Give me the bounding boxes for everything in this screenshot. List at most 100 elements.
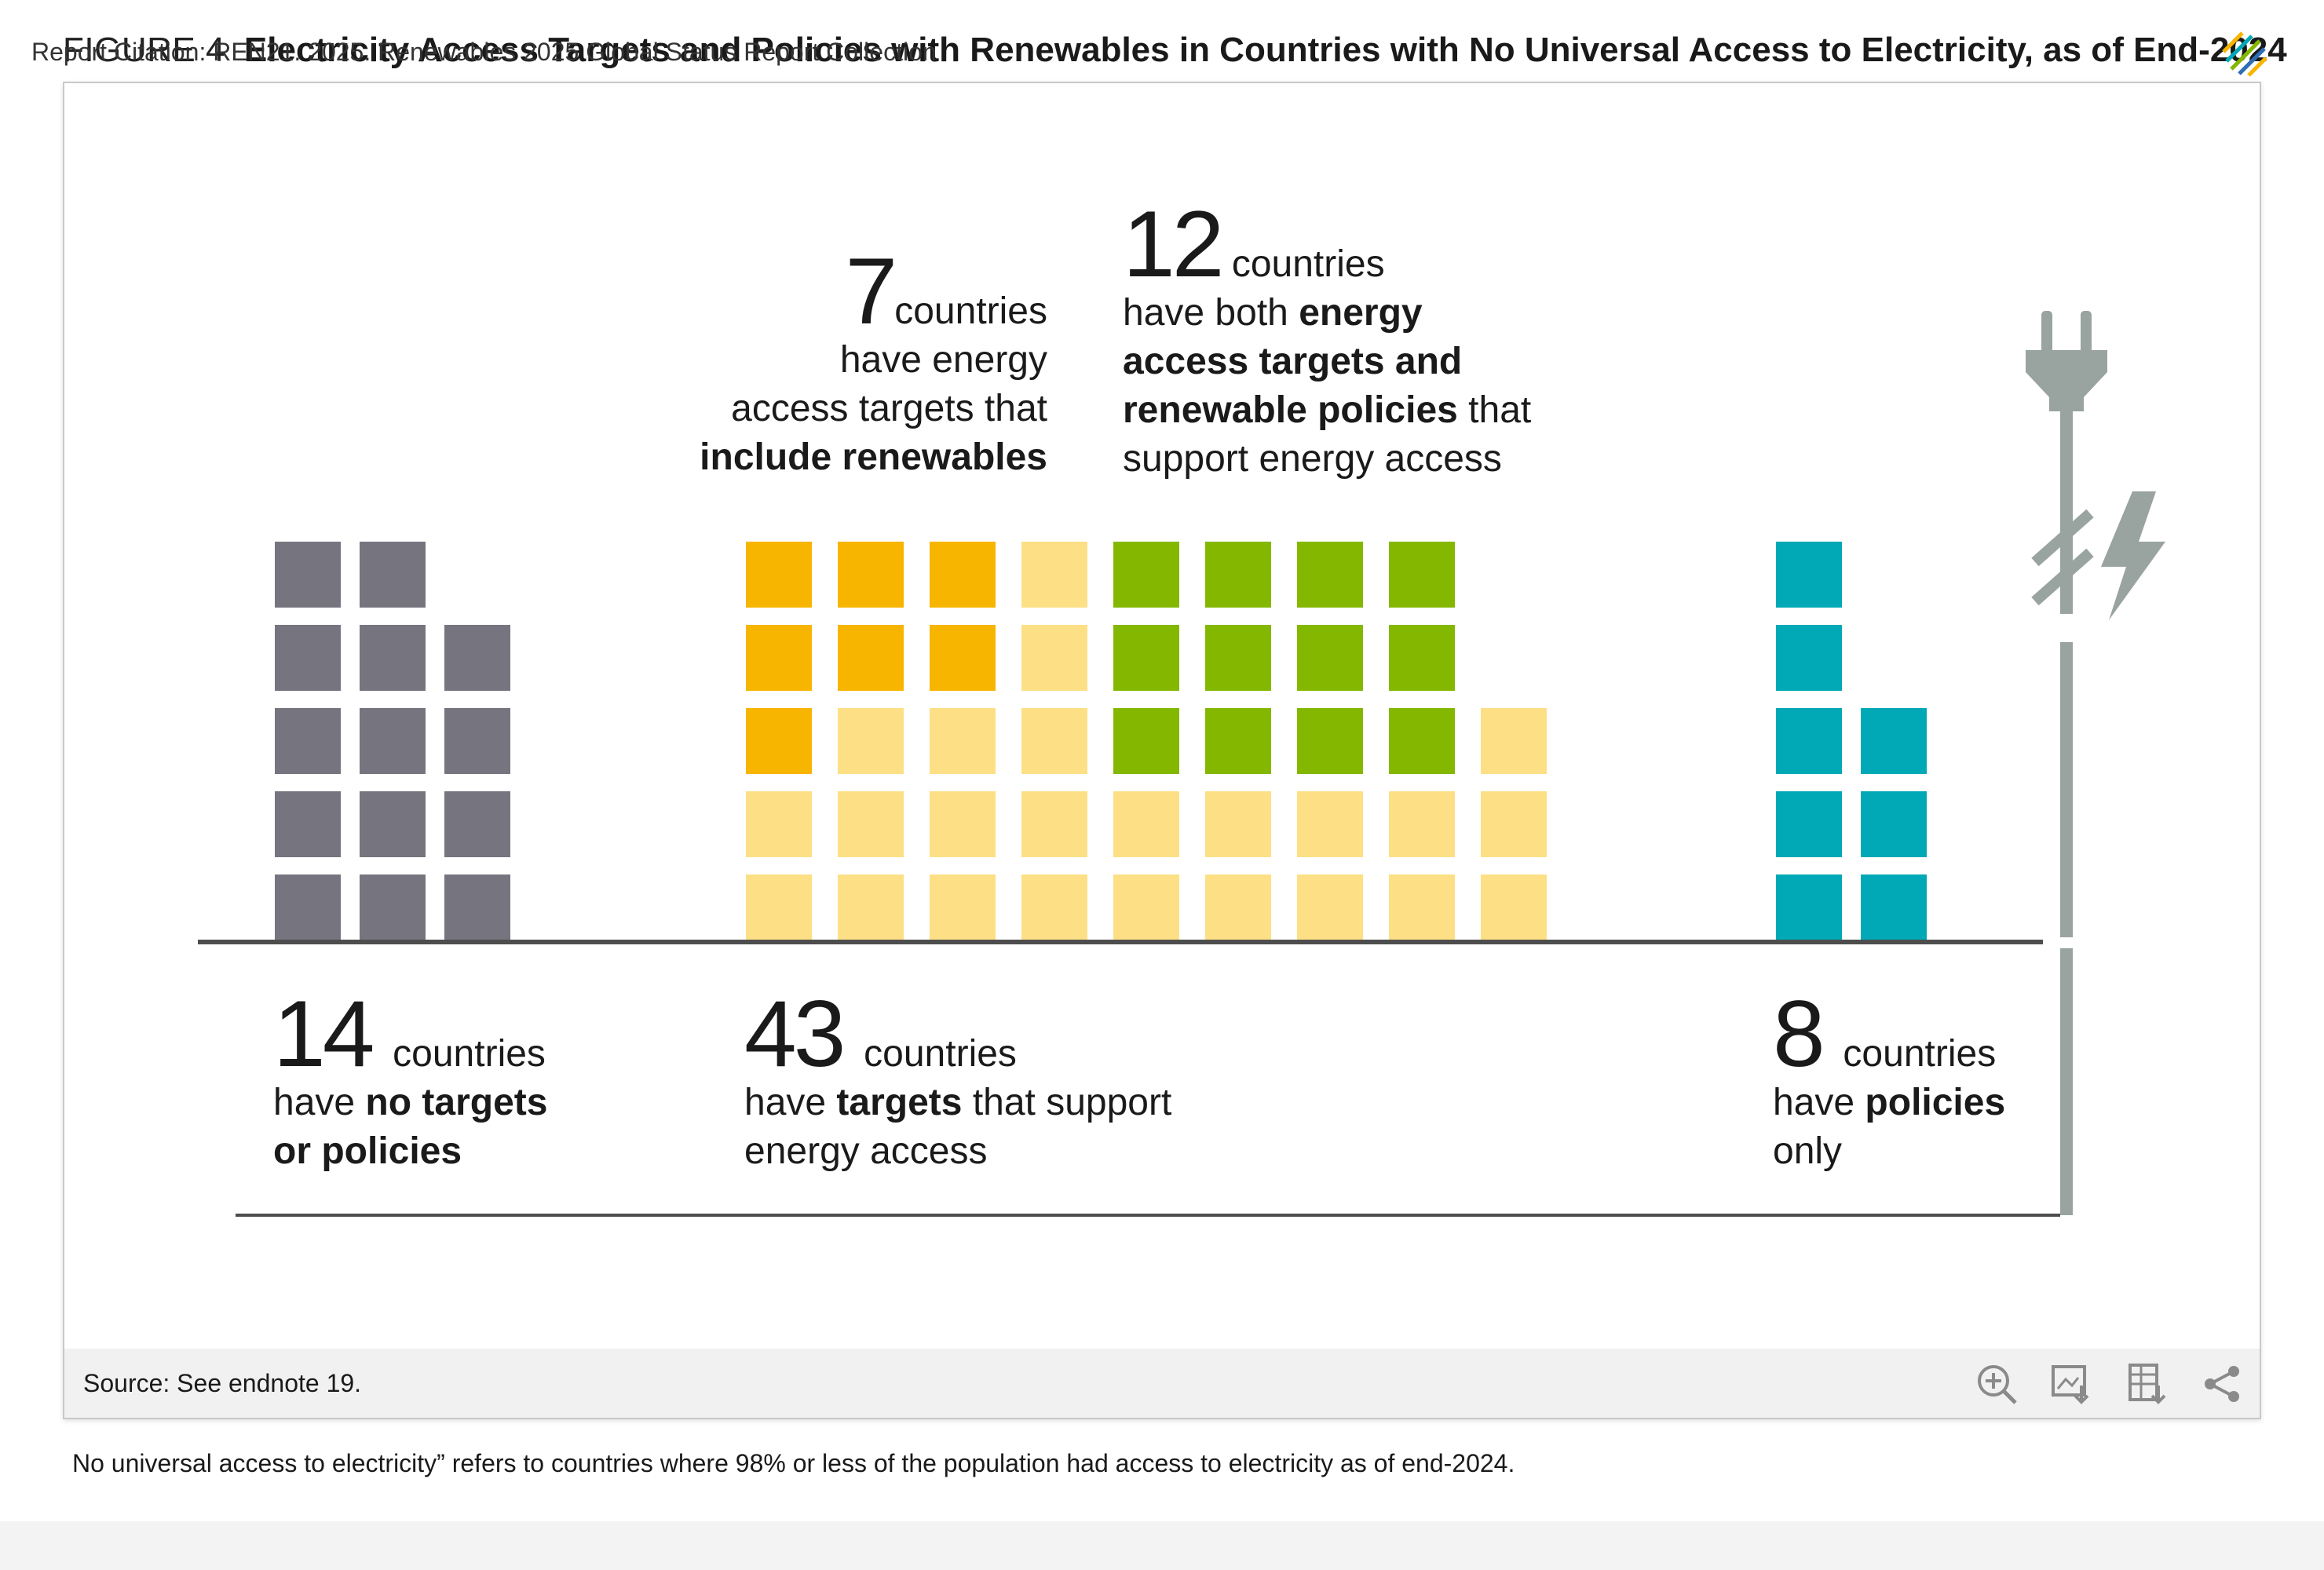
country-square-both (1389, 708, 1455, 774)
targets-line2: energy access (744, 1130, 988, 1172)
country-square-targets-other (1297, 791, 1363, 857)
country-square-both (1297, 708, 1363, 774)
country-square-both (1389, 625, 1455, 691)
download-image-icon[interactable] (2048, 1360, 2096, 1408)
zoom-in-icon[interactable] (1972, 1360, 2021, 1408)
country-square-targets-other (838, 708, 904, 774)
country-square-include-renewables (838, 542, 904, 608)
annotation-none: 14 countries have no targets or policies (273, 987, 547, 1176)
both-line1-bold: energy (1299, 292, 1423, 334)
policies-line1-pre: have (1773, 1082, 1865, 1123)
country-square-both (1205, 708, 1271, 774)
country-square-none (360, 625, 426, 691)
country-square-targets-other (930, 708, 996, 774)
renewable-targets-count: 7 (845, 239, 897, 344)
country-square-include-renewables (930, 625, 996, 691)
country-square-targets-other (1113, 791, 1179, 857)
download-data-icon[interactable] (2123, 1360, 2172, 1408)
country-square-both (1297, 625, 1363, 691)
renewable-targets-line3: include renewables (700, 436, 1047, 478)
both-line2: access targets and (1123, 341, 1463, 382)
country-square-none (360, 874, 426, 940)
country-square-both (1297, 542, 1363, 608)
report-citation: Report Citation: REN21. 2025. Renewables… (31, 38, 937, 66)
renewable-targets-line1: have energy (839, 339, 1047, 381)
country-square-targets-other (1021, 791, 1087, 857)
figure-footer: Source: See endnote 19. (64, 1349, 2260, 1418)
targets-line1-bold: targets (836, 1082, 963, 1123)
country-square-policies-only (1776, 874, 1842, 940)
renewable-targets-unit: countries (894, 290, 1047, 332)
policies-count: 8 (1773, 981, 1825, 1086)
targets-line1-pre: have (744, 1082, 837, 1123)
citation-bar (0, 1521, 2324, 1570)
country-square-include-renewables (838, 625, 904, 691)
country-square-none (444, 708, 510, 774)
policies-line1-bold: policies (1865, 1082, 2006, 1123)
country-square-none (444, 791, 510, 857)
country-square-none (275, 791, 341, 857)
figure-header: FIGURE 4 Electricity Access Targets and … (63, 25, 2287, 75)
country-square-targets-other (838, 874, 904, 940)
figure-label: FIGURE 4 (63, 31, 225, 69)
renewable-targets-line2: access targets that (731, 388, 1047, 429)
source-note: Source: See endnote 19. (83, 1368, 362, 1397)
country-square-both (1205, 542, 1271, 608)
country-square-targets-other (1481, 874, 1547, 940)
country-square-targets-other (1021, 708, 1087, 774)
country-square-none (275, 542, 341, 608)
lightning-bolt-icon (2101, 491, 2165, 620)
figure-title: Electricity Access Targets and Policies … (243, 31, 2287, 69)
country-square-targets-other (1389, 791, 1455, 857)
country-square-targets-other (930, 791, 996, 857)
country-square-include-renewables (746, 708, 812, 774)
country-square-none (360, 791, 426, 857)
policies-line2: only (1773, 1130, 1843, 1172)
country-square-policies-only (1776, 708, 1842, 774)
country-square-none (275, 874, 341, 940)
country-square-policies-only (1776, 625, 1842, 691)
country-square-targets-other (1021, 874, 1087, 940)
country-square-targets-other (1113, 874, 1179, 940)
targets-count: 43 (744, 981, 846, 1086)
targets-unit: countries (864, 1033, 1017, 1075)
annotation-targets: 43 countries have targets that support e… (744, 987, 1172, 1176)
country-square-both (1113, 625, 1179, 691)
none-line2: or policies (273, 1130, 462, 1172)
country-square-both (1113, 542, 1179, 608)
country-square-targets-other (1021, 625, 1087, 691)
both-line3-post: that (1457, 389, 1532, 431)
figure-toolbar (1972, 1360, 2247, 1408)
annotation-policies: 8 countries have policies only (1773, 987, 2006, 1176)
figure-card: 7countries have energy access targets th… (63, 82, 2261, 1419)
definition-note: No universal access to electricity” refe… (72, 1449, 1515, 1477)
country-square-targets-other (1205, 874, 1271, 940)
annotation-both: 12 countries have both energy access tar… (1123, 197, 1532, 484)
targets-line1-post: that support (962, 1082, 1172, 1123)
country-square-include-renewables (930, 542, 996, 608)
both-line3-bold: renewable policies (1123, 389, 1458, 431)
policies-unit: countries (1843, 1033, 1997, 1075)
annotation-renewable-targets: 7countries have energy access targets th… (700, 244, 1047, 482)
both-line1-pre: have both (1123, 292, 1299, 334)
country-square-none (444, 874, 510, 940)
country-square-both (1205, 625, 1271, 691)
country-square-none (444, 625, 510, 691)
power-plug-icon (2026, 311, 2107, 1215)
both-line4: support energy access (1123, 438, 1502, 480)
country-square-targets-other (1389, 874, 1455, 940)
country-square-targets-other (746, 791, 812, 857)
none-line1-pre: have (273, 1082, 366, 1123)
both-unit: countries (1231, 243, 1385, 285)
country-square-targets-other (746, 874, 812, 940)
country-square-none (360, 542, 426, 608)
country-square-none (275, 708, 341, 774)
both-count: 12 (1123, 192, 1224, 297)
share-icon[interactable] (2198, 1360, 2247, 1408)
country-square-both (1113, 708, 1179, 774)
country-square-none (360, 708, 426, 774)
country-square-policies-only (1861, 708, 1927, 774)
brand-stripes-icon (2222, 31, 2267, 77)
pictogram-chart (198, 311, 2165, 1217)
country-square-targets-other (1021, 542, 1087, 608)
